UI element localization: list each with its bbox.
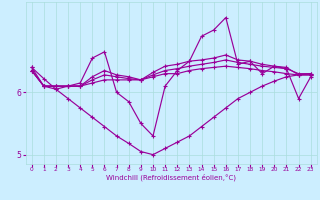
X-axis label: Windchill (Refroidissement éolien,°C): Windchill (Refroidissement éolien,°C)	[106, 174, 236, 181]
